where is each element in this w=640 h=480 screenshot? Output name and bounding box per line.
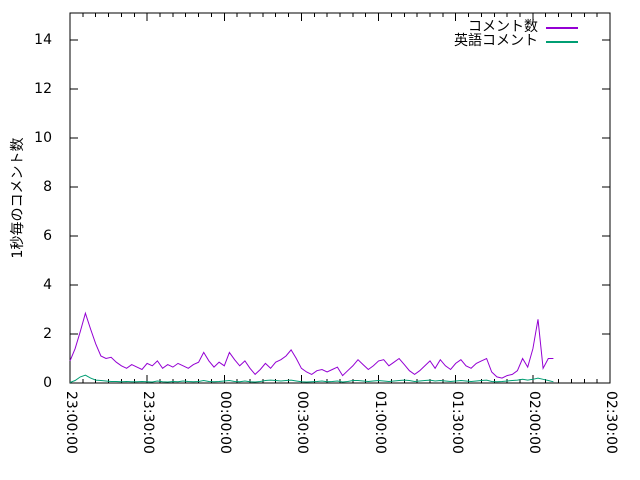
y-tick-label: 2 bbox=[43, 325, 52, 342]
legend-line-sample-comments bbox=[546, 27, 578, 29]
x-tick-label: 01:30:00 bbox=[448, 391, 465, 454]
series-line-1 bbox=[69, 374, 554, 383]
y-tick-label: 0 bbox=[43, 375, 52, 391]
y-tick-label: 12 bbox=[34, 80, 52, 97]
legend-label-comments: コメント数 bbox=[468, 19, 538, 35]
x-tick-label: 23:00:00 bbox=[63, 391, 79, 454]
series-line-0 bbox=[69, 311, 554, 379]
x-tick-label: 00:00:00 bbox=[217, 391, 234, 454]
x-tick-label: 01:00:00 bbox=[371, 391, 388, 454]
legend-label-english-comments: 英語コメント bbox=[454, 33, 538, 49]
x-tick-label: 23:30:00 bbox=[140, 391, 157, 454]
y-tick-label: 4 bbox=[43, 276, 52, 293]
y-tick-label: 10 bbox=[34, 129, 52, 146]
x-tick-label: 00:30:00 bbox=[294, 391, 311, 454]
y-tick-label: 8 bbox=[43, 178, 52, 195]
legend-line-sample-english-comments bbox=[546, 41, 578, 43]
x-tick-label: 02:00:00 bbox=[525, 391, 542, 454]
x-tick-label: 02:30:00 bbox=[603, 391, 619, 454]
y-tick-label: 14 bbox=[34, 31, 52, 48]
y-tick-label: 6 bbox=[43, 227, 52, 244]
